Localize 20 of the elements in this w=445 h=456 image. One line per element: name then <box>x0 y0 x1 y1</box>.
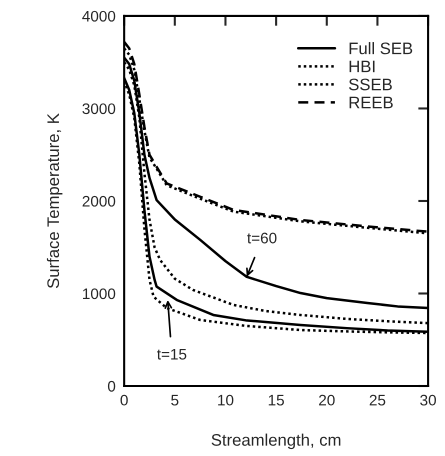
y-tick-label: 3000 <box>82 103 116 114</box>
y-tick-label: 1000 <box>83 288 116 300</box>
legend-label: REEB <box>350 96 393 108</box>
legend-label: HBI <box>350 60 374 72</box>
x-tick-label: 15 <box>268 394 284 406</box>
x-tick-label: 30 <box>420 394 436 406</box>
y-tick-label: 0 <box>108 380 116 392</box>
x-tick-label: 5 <box>171 394 178 406</box>
x-tick-label: 20 <box>319 394 335 406</box>
y-tick-label: 2000 <box>82 196 116 207</box>
annotation: t=60 <box>247 232 277 244</box>
legend-label: SSEB <box>349 78 392 90</box>
x-tick-label: 10 <box>218 394 234 406</box>
x-tick-label: 25 <box>370 394 386 406</box>
y-tick-label: 4000 <box>82 10 116 22</box>
x-tick-label: 0 <box>120 394 128 406</box>
x-axis-title: Streamlength, cm <box>212 434 340 450</box>
legend-label: Full SEB <box>350 42 412 54</box>
annotation: t=15 <box>157 348 186 360</box>
y-axis-title: Surface Temperature, K <box>46 113 62 288</box>
